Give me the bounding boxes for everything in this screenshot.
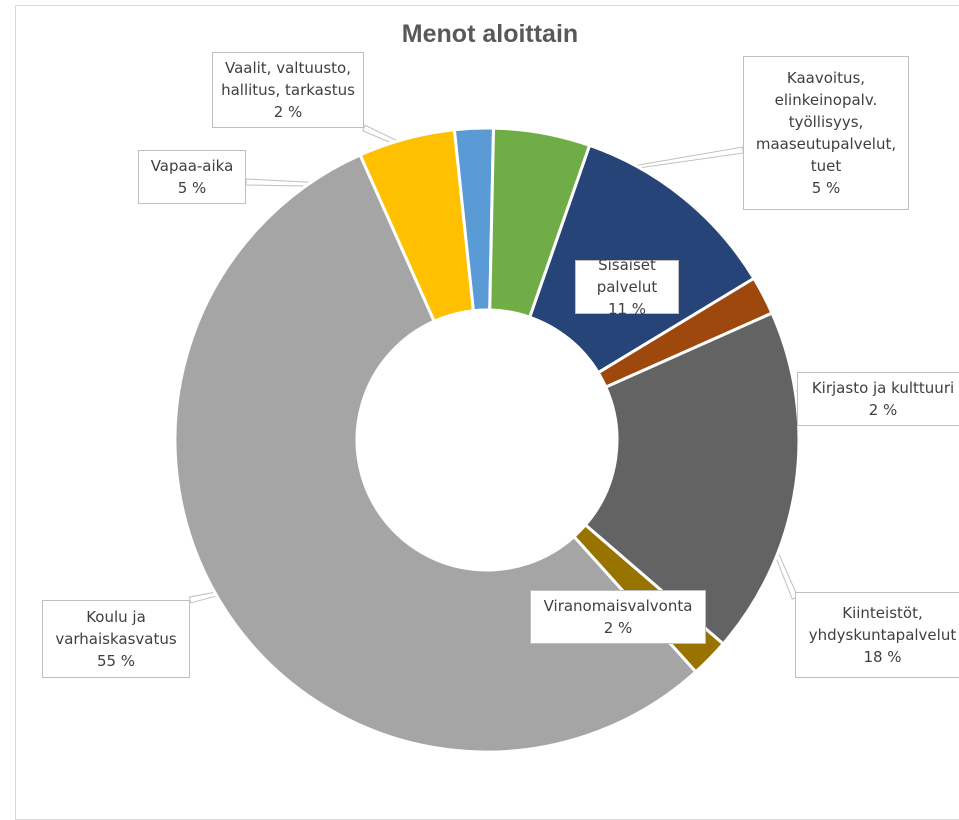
chart-title: Menot aloittain xyxy=(401,20,579,48)
data-label-value: 5 % xyxy=(177,179,207,197)
data-label-4: Sisäiset palvelut 11 % xyxy=(575,256,679,318)
data-label-value: 5 % xyxy=(811,179,841,197)
data-label-text: Kirjasto ja kulttuuri xyxy=(811,379,955,397)
data-label-6: Kiinteistöt, yhdyskuntapalvelut 18 % xyxy=(795,592,959,678)
data-label-value: 2 % xyxy=(273,103,303,121)
data-label-text: yhdyskuntapalvelut xyxy=(808,626,957,644)
data-label-2: Vaalit, valtuusto, hallitus, tarkastus 2 % xyxy=(212,52,364,128)
data-label-value: 2 % xyxy=(603,619,633,637)
data-label-text: työllisyys, xyxy=(788,113,864,131)
data-label-text: Kiinteistöt, xyxy=(842,604,923,622)
data-label-text: maaseutupalvelut, xyxy=(755,135,897,153)
data-label-value: 11 % xyxy=(607,300,647,318)
data-label-text: Koulu ja xyxy=(86,608,146,626)
data-label-7: Viranomaisvalvonta 2 % xyxy=(530,590,706,644)
data-label-value: 2 % xyxy=(868,401,898,419)
data-label-text: Viranomaisvalvonta xyxy=(543,597,693,615)
data-label-text: tuet xyxy=(810,157,842,175)
data-label-text: Kaavoitus, xyxy=(786,69,866,87)
data-label-value: 18 % xyxy=(863,648,902,666)
data-label-text: Sisäiset palvelut xyxy=(596,256,658,296)
data-label-value: 55 % xyxy=(96,652,136,670)
data-label-1: Vapaa-aika 5 % xyxy=(138,150,246,204)
data-label-text: Vapaa-aika xyxy=(150,157,234,175)
data-label-text: Vaalit, valtuusto, xyxy=(224,59,351,77)
donut-slice-4 xyxy=(527,143,756,375)
data-label-text: varhaiskasvatus xyxy=(55,630,177,648)
data-label-8: Koulu ja varhaiskasvatus 55 % xyxy=(42,600,190,678)
data-label-text: elinkeinopalv. xyxy=(774,91,878,109)
data-label-5: Kirjasto ja kulttuuri 2 % xyxy=(797,372,959,426)
data-label-3: Kaavoitus, elinkeinopalv. työllisyys, maase… xyxy=(743,56,909,210)
donut-slices xyxy=(173,126,801,754)
data-label-text: hallitus, tarkastus xyxy=(221,81,355,99)
